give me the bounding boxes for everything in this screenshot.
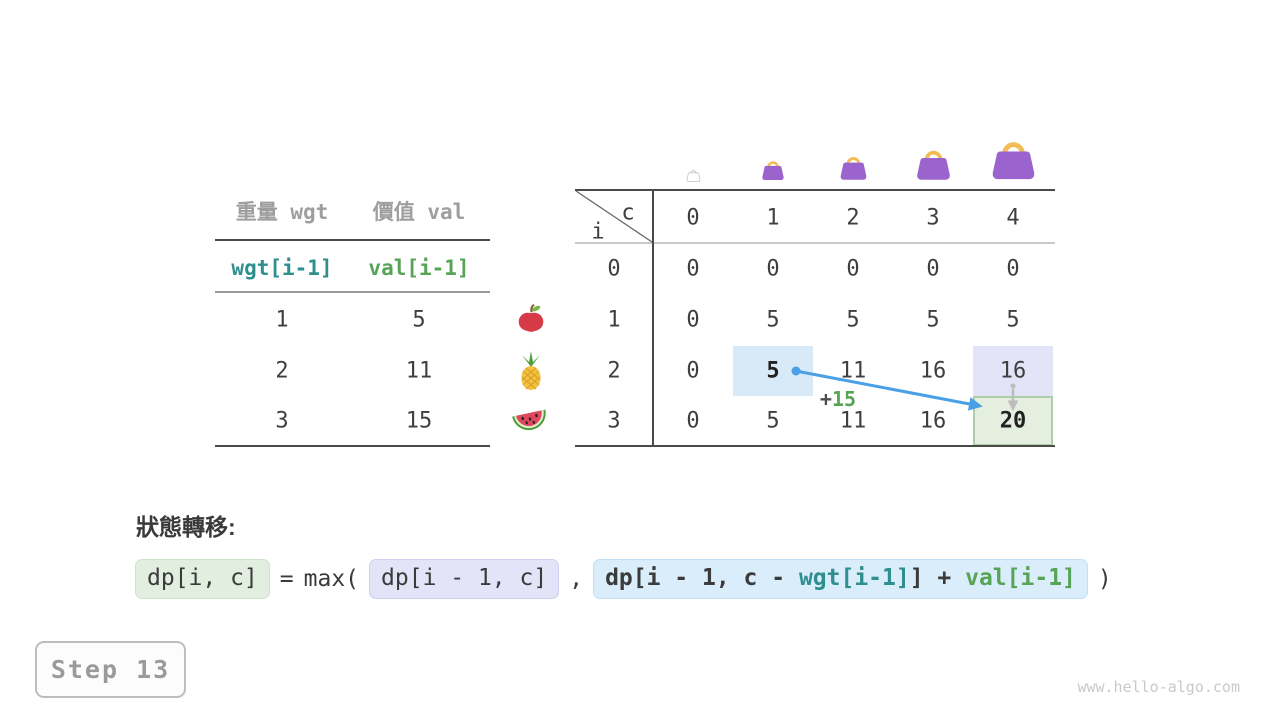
plus-sign: + xyxy=(819,387,832,411)
step-badge: Step 13 xyxy=(35,641,186,698)
apple-icon xyxy=(516,303,546,337)
handbag-icon-capacity-4 xyxy=(990,136,1037,185)
dp-cell-r3c0: 0 xyxy=(686,408,700,434)
formula-arg1-box: dp[i - 1, c] xyxy=(369,559,560,599)
dp-row-header-3: 3 xyxy=(607,408,621,434)
dp-table-top-rule xyxy=(575,189,1055,191)
formula-max-open: max( xyxy=(303,565,360,592)
dp-cell-r3c2: 11 xyxy=(839,408,867,434)
items-cell-wgt-3: 3 xyxy=(275,408,289,434)
items-table-var-rule xyxy=(215,291,490,293)
dp-cell-r0c0: 0 xyxy=(686,256,700,282)
dp-col-header-2: 2 xyxy=(846,205,860,231)
dp-corner-row-var: i xyxy=(591,219,605,245)
step-badge-label: Step 13 xyxy=(50,655,171,684)
dp-row-header-1: 1 xyxy=(607,307,621,333)
dp-row-header-2: 2 xyxy=(607,358,621,384)
dp-cell-r1c2: 5 xyxy=(846,307,860,333)
dp-cell-r0c3: 0 xyxy=(926,256,940,282)
watermelon-icon xyxy=(511,404,549,440)
dp-cell-r3c3: 16 xyxy=(919,408,947,434)
items-cell-wgt-2: 2 xyxy=(275,358,289,384)
dp-cell-r0c4: 0 xyxy=(1006,256,1020,282)
watermark: www.hello-algo.com xyxy=(1077,678,1240,696)
pineapple-icon xyxy=(514,350,548,395)
formula-lhs-box: dp[i, c] xyxy=(135,559,270,599)
dp-cell-r1c0: 0 xyxy=(686,307,700,333)
handbag-icon-capacity-1 xyxy=(761,158,785,185)
items-table-bottom-rule xyxy=(215,445,490,447)
formula-close-paren: ) xyxy=(1097,565,1112,592)
items-cell-wgt-1: 1 xyxy=(275,307,289,333)
dp-row-header-0: 0 xyxy=(607,256,621,282)
dp-cell-r1c4: 5 xyxy=(1006,307,1020,333)
dp-cell-r2c1-source: 5 xyxy=(766,358,780,384)
items-cell-val-1: 5 xyxy=(412,307,426,333)
dp-cell-r2c0: 0 xyxy=(686,358,700,384)
state-transition-label: 狀態轉移: xyxy=(136,514,236,540)
items-table-header-rule xyxy=(215,239,490,241)
items-var-val: val[i-1] xyxy=(368,256,470,280)
dp-col-header-4: 4 xyxy=(1006,205,1020,231)
dp-cell-r2c4: 16 xyxy=(999,358,1027,384)
items-cell-val-3: 15 xyxy=(405,408,433,434)
dp-corner-diagonal xyxy=(575,190,653,243)
items-col-header-value: 價值 val xyxy=(372,200,466,224)
handbag-icon-capacity-3 xyxy=(915,146,952,185)
transition-gain-annotation: +15 xyxy=(820,387,856,411)
dp-table-header-rule xyxy=(575,242,1055,244)
formula-equals: = xyxy=(279,565,294,592)
formula-arg2-mid: ] + xyxy=(909,565,966,591)
state-transition-formula: dp[i, c] = max( dp[i - 1, c] , dp[i - 1,… xyxy=(135,559,1112,599)
handbag-icon-capacity-2 xyxy=(839,153,868,185)
dp-cell-r3c1: 5 xyxy=(766,408,780,434)
dp-cell-r2c3: 16 xyxy=(919,358,947,384)
items-var-wgt: wgt[i-1] xyxy=(231,256,333,280)
dp-corner-col-var: c xyxy=(621,200,635,226)
formula-comma: , xyxy=(569,565,584,592)
dp-col-header-3: 3 xyxy=(926,205,940,231)
dp-cell-r0c1: 0 xyxy=(766,256,780,282)
dp-cell-r1c1: 5 xyxy=(766,307,780,333)
items-col-header-weight: 重量 wgt xyxy=(235,200,329,224)
formula-arg2-box: dp[i - 1, c - wgt[i-1]] + val[i-1] xyxy=(593,559,1088,599)
dp-cell-r3c4-result: 20 xyxy=(999,408,1027,434)
formula-arg2-val: val[i-1] xyxy=(965,565,1076,591)
dp-table-bottom-rule xyxy=(575,445,1055,447)
dp-col-header-0: 0 xyxy=(686,205,700,231)
gain-value: 15 xyxy=(831,387,857,411)
dp-col-header-1: 1 xyxy=(766,205,780,231)
dp-table-vertical-rule xyxy=(652,189,654,447)
formula-arg2-wgt: wgt[i-1] xyxy=(798,565,910,591)
dp-cell-r0c2: 0 xyxy=(846,256,860,282)
handbag-outline-icon-capacity-0 xyxy=(686,167,701,186)
dp-cell-r2c2: 11 xyxy=(839,358,867,384)
formula-arg2-prefix: dp[i - 1, c - xyxy=(605,565,799,591)
items-cell-val-2: 11 xyxy=(405,358,433,384)
dp-cell-r1c3: 5 xyxy=(926,307,940,333)
